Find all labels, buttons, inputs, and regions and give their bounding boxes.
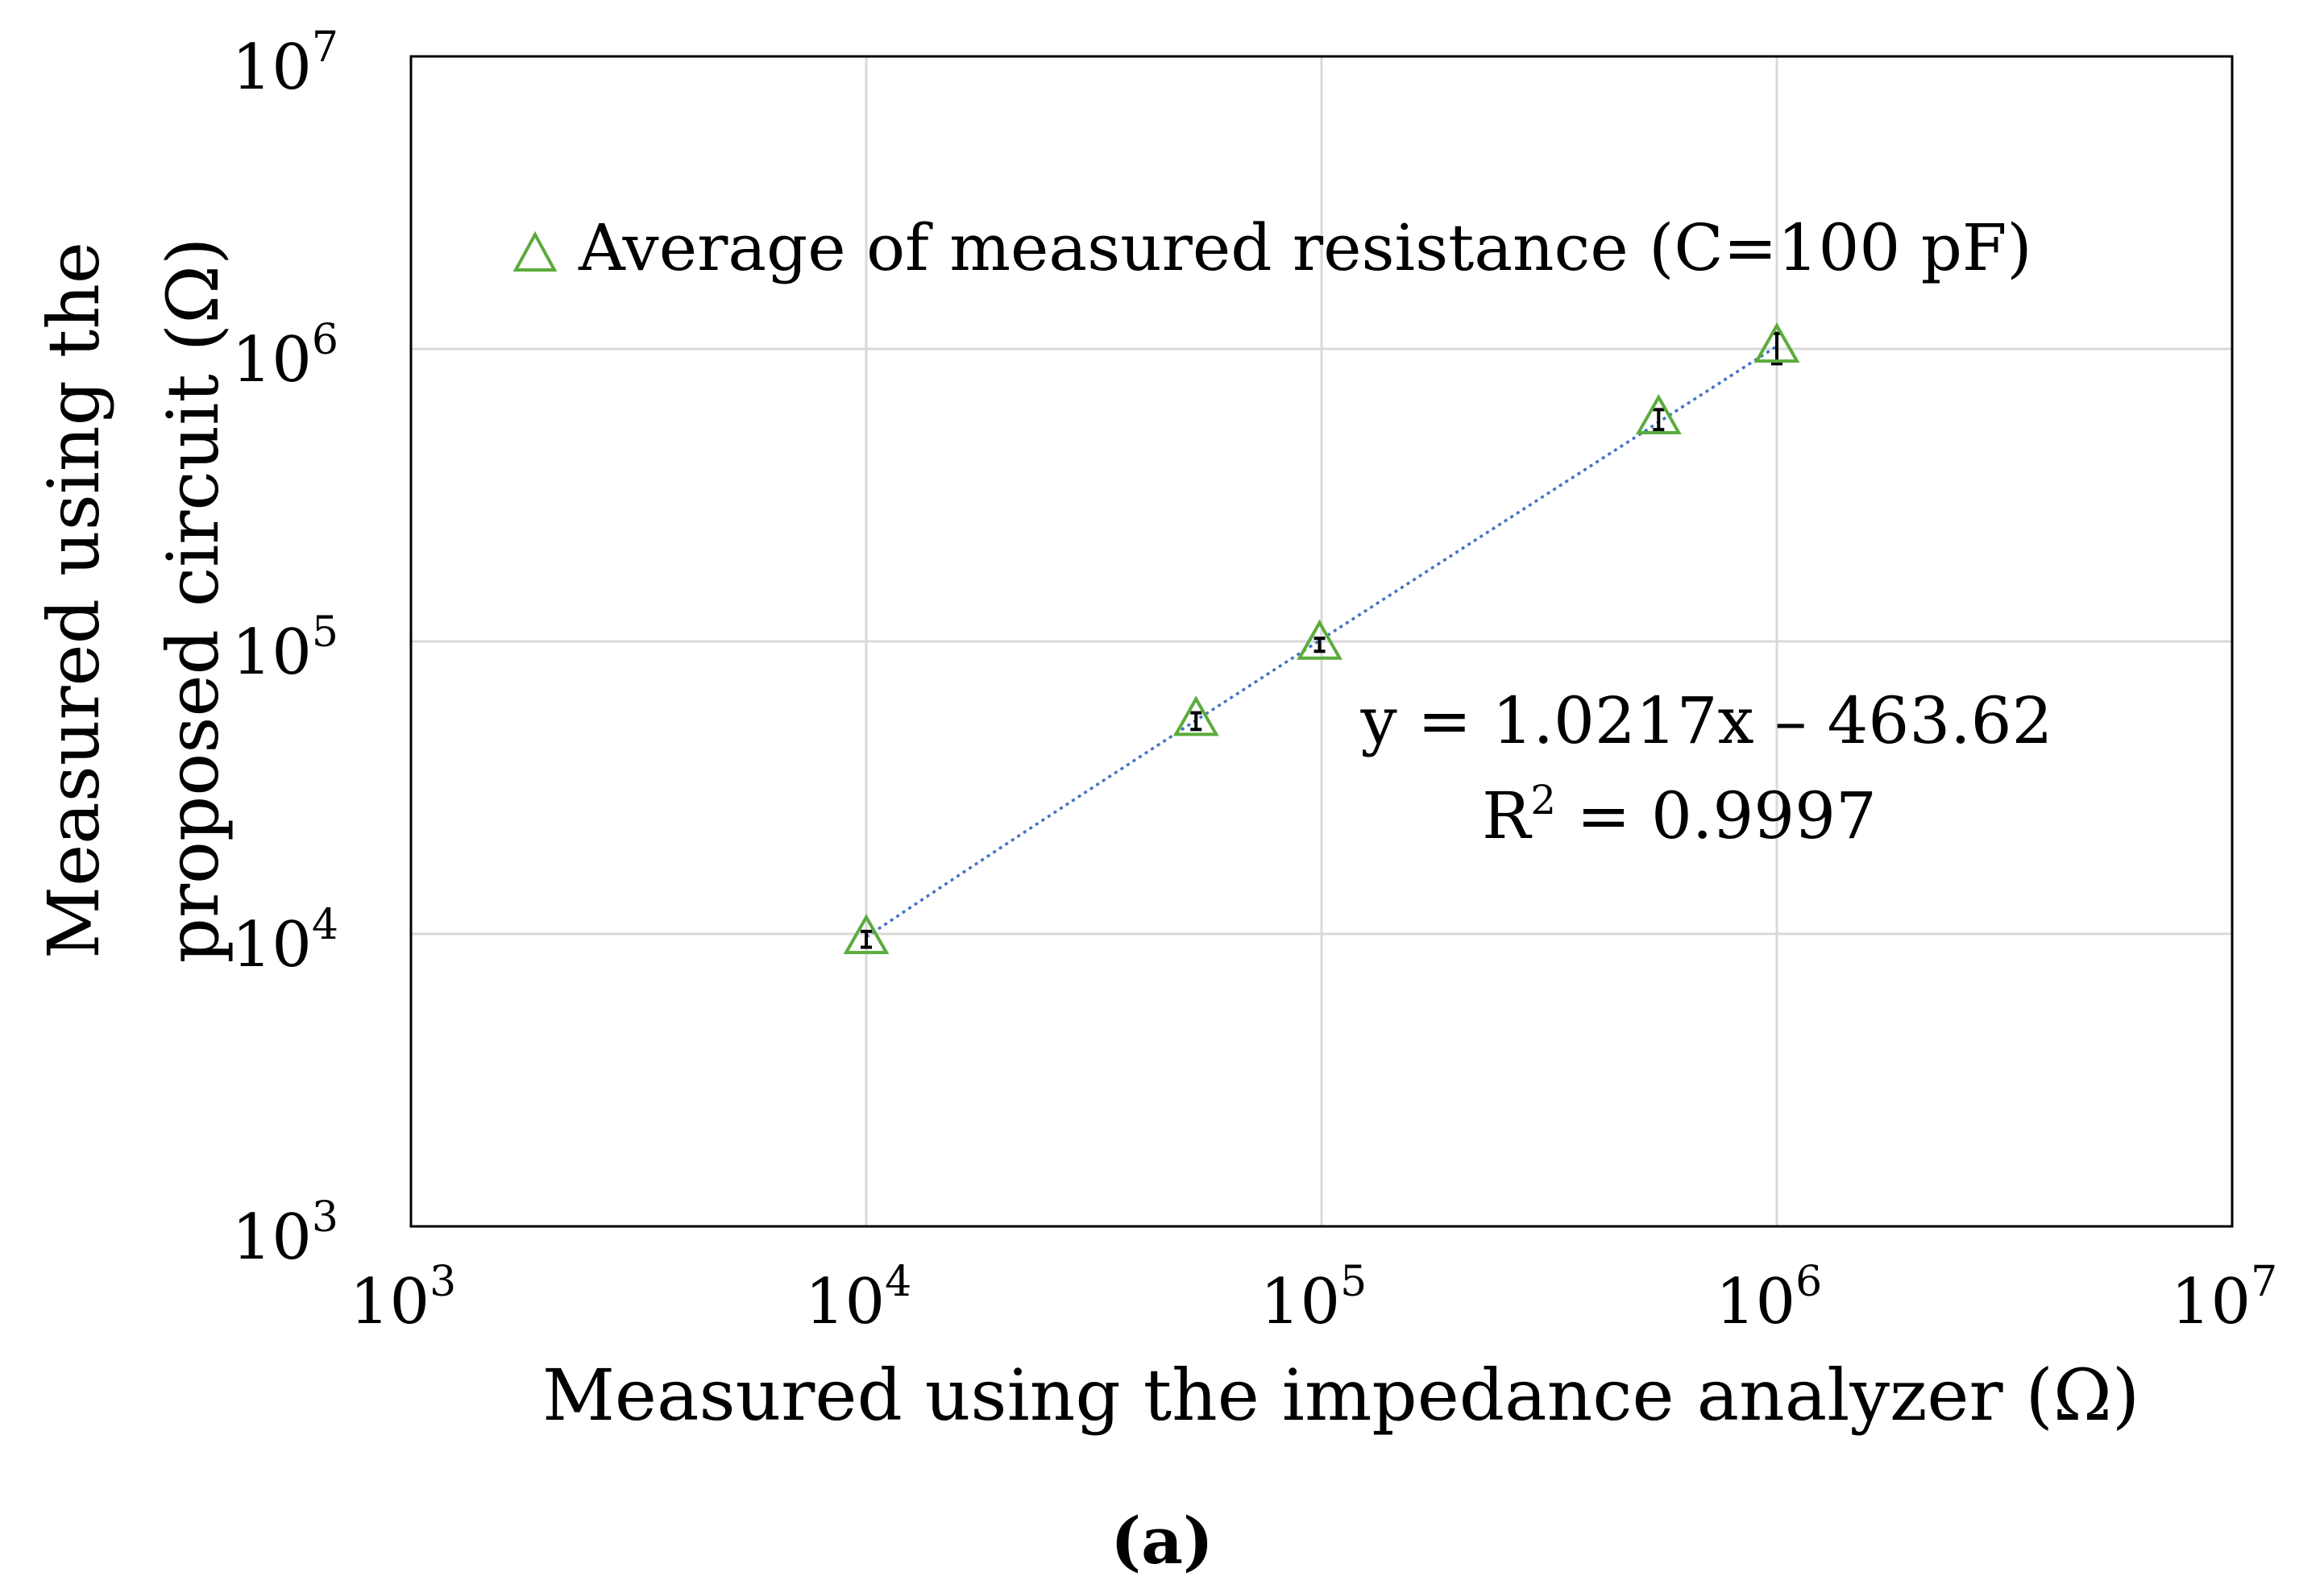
error-bar (1313, 637, 1326, 653)
y-tick-label: 104 (232, 901, 338, 981)
y-tick-label: 105 (232, 608, 338, 689)
grid-lines (411, 56, 2232, 1226)
x-tick-label: 103 (350, 1258, 456, 1338)
data-point-triangle (1753, 322, 1800, 363)
x-tick-label: 105 (1260, 1258, 1367, 1338)
x-axis-title: Measured using the impedance analyzer (Ω… (542, 1354, 2139, 1437)
y-axis-title-line-1: Measured using the (32, 242, 115, 959)
data-point-triangle (843, 914, 890, 955)
x-tick-label: 104 (805, 1258, 911, 1338)
legend-label: Average of measured resistance (C=100 pF… (578, 210, 2032, 285)
y-axis-title-line-2: proposed circuit (Ω) (151, 238, 234, 964)
trendline-equation: y = 1.0217x – 463.62 (1360, 683, 2053, 758)
y-tick-label: 107 (232, 23, 338, 104)
error-bar (1653, 408, 1665, 432)
x-tick-labels: 103 104 105 106 107 (350, 1258, 2277, 1338)
data-markers (843, 322, 1800, 955)
plot-area-frame (409, 55, 2234, 1228)
data-point-triangle (1297, 619, 1343, 660)
r-squared-text: R2 = 0.9997 (1482, 777, 1877, 853)
y-axis-title: Measured using the proposed circuit (Ω) (32, 238, 234, 964)
trendline-annotation: y = 1.0217x – 463.62 R2 = 0.9997 (1360, 683, 2053, 853)
data-point-triangle (1172, 695, 1219, 736)
y-tick-labels: 103 104 105 106 107 (232, 23, 338, 1274)
y-tick-label: 106 (232, 316, 338, 396)
error-bar (1190, 711, 1202, 732)
error-bar (861, 929, 872, 949)
x-tick-label: 106 (1716, 1258, 1822, 1338)
data-point-triangle (1635, 393, 1682, 434)
y-tick-label: 103 (232, 1193, 338, 1274)
legend-triangle-marker (513, 230, 558, 272)
figure-label: (a) (1110, 1503, 1214, 1578)
x-tick-label: 107 (2171, 1258, 2277, 1338)
legend: Average of measured resistance (C=100 pF… (513, 210, 2032, 285)
